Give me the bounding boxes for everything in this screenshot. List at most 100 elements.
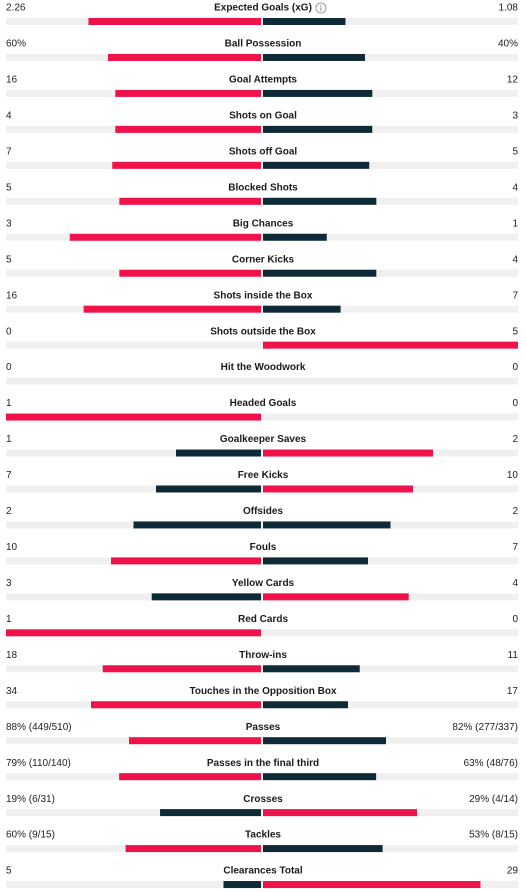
- away-value: 63% (48/76): [464, 758, 518, 769]
- bar-track: [6, 665, 518, 673]
- stat-name: Red Cards: [238, 614, 288, 625]
- home-value: 16: [6, 75, 18, 86]
- bar-track: [6, 593, 518, 601]
- away-value: 0: [512, 398, 518, 409]
- stat-name: Shots outside the Box: [210, 326, 316, 337]
- away-value: 5: [512, 326, 518, 337]
- bar-track: [6, 701, 518, 709]
- home-value: 18: [6, 650, 18, 661]
- stat-row: 79% (110/140) Passes in the final third 63…: [6, 758, 518, 781]
- stat-name: Shots inside the Box: [214, 290, 313, 301]
- home-bar: [176, 449, 261, 457]
- home-bar: [119, 773, 261, 781]
- away-value: 2: [512, 506, 518, 517]
- away-value: 1.08: [499, 3, 519, 14]
- away-value: 2: [512, 434, 518, 445]
- home-bar: [102, 665, 261, 673]
- bar-track: [6, 809, 518, 817]
- away-value: 82% (277/337): [452, 722, 518, 733]
- away-bar: [263, 18, 346, 25]
- away-bar: [263, 737, 386, 745]
- bar-track: [6, 737, 518, 745]
- home-value: 1: [6, 614, 12, 625]
- away-bar: [263, 485, 413, 493]
- stat-row: 19% (6/31) Crosses 29% (4/14): [6, 794, 518, 817]
- away-value: 10: [507, 470, 519, 481]
- bar-track: [6, 557, 518, 565]
- away-bar: [263, 53, 365, 61]
- home-value: 2.26: [6, 3, 26, 14]
- stat-row: 1 Red Cards 0: [6, 614, 518, 637]
- away-bar: [263, 845, 383, 853]
- stat-name: Free Kicks: [238, 470, 289, 481]
- home-value: 16: [6, 290, 18, 301]
- home-value: 7: [6, 470, 12, 481]
- home-bar: [112, 161, 261, 169]
- away-bar: [263, 197, 377, 205]
- home-value: 60% (9/15): [6, 830, 55, 841]
- home-value: 19% (6/31): [6, 794, 55, 805]
- stat-row: 3 Big Chances 1: [6, 218, 518, 241]
- info-icon: [315, 2, 327, 14]
- away-value: 29: [507, 866, 519, 877]
- away-bar: [263, 665, 360, 673]
- stat-name: Offsides: [243, 506, 283, 517]
- home-bar: [119, 269, 261, 277]
- stat-name: Yellow Cards: [232, 578, 295, 589]
- bar-track: [6, 53, 518, 61]
- bar-track: [6, 845, 518, 853]
- home-bar: [115, 89, 262, 97]
- away-value: 3: [512, 111, 518, 122]
- stat-name: Ball Possession: [225, 39, 302, 50]
- stat-name: Big Chances: [233, 218, 294, 229]
- bar-track: [6, 413, 518, 421]
- stat-row: 5 Corner Kicks 4: [6, 254, 518, 277]
- bar-track: [6, 773, 518, 781]
- away-bar: [263, 809, 418, 817]
- stat-row: 16 Goal Attempts 12: [6, 75, 518, 97]
- stat-row: 5 Clearances Total 29: [6, 866, 519, 889]
- stat-row: 1 Goalkeeper Saves 2: [6, 434, 518, 457]
- stat-name: Fouls: [250, 542, 277, 553]
- home-bar: [156, 485, 261, 493]
- stat-name: Tackles: [245, 830, 281, 841]
- away-bar: [263, 881, 481, 889]
- away-bar: [263, 773, 377, 781]
- home-value: 7: [6, 146, 12, 157]
- away-value: 0: [512, 614, 518, 625]
- away-bar: [263, 269, 377, 277]
- home-bar: [88, 18, 261, 25]
- bar-track: [6, 485, 518, 493]
- stat-row: 88% (449/510) Passes 82% (277/337): [6, 722, 518, 745]
- stat-name: Crosses: [243, 794, 283, 805]
- stat-name: Headed Goals: [230, 398, 297, 409]
- bar-track: [6, 197, 518, 205]
- stat-row: 5 Blocked Shots 4: [6, 182, 518, 205]
- home-bar: [108, 53, 261, 61]
- stat-name: Blocked Shots: [228, 182, 298, 193]
- away-bar: [263, 305, 341, 313]
- home-bar: [223, 881, 261, 889]
- bar-track: [6, 305, 518, 313]
- home-bar: [151, 593, 261, 601]
- stat-name: Passes: [246, 722, 281, 733]
- stat-row: 34 Touches in the Opposition Box 17: [6, 686, 518, 709]
- home-value: 5: [6, 254, 12, 265]
- home-bar: [6, 413, 261, 421]
- stat-row: 7 Free Kicks 10: [6, 470, 519, 493]
- home-value: 10: [6, 542, 18, 553]
- home-bar: [119, 197, 261, 205]
- away-bar: [263, 125, 373, 133]
- stat-row: 10 Fouls 7: [6, 542, 518, 565]
- home-value: 79% (110/140): [6, 758, 71, 769]
- home-value: 0: [6, 326, 12, 337]
- bar-track: [6, 233, 518, 241]
- home-value: 60%: [6, 39, 26, 50]
- bar-track: [6, 881, 518, 889]
- away-value: 29% (4/14): [469, 794, 518, 805]
- away-bar: [263, 161, 370, 169]
- info-icon-ring: [315, 2, 327, 14]
- bar-track: [6, 377, 518, 385]
- stat-name: Throw-ins: [239, 650, 287, 661]
